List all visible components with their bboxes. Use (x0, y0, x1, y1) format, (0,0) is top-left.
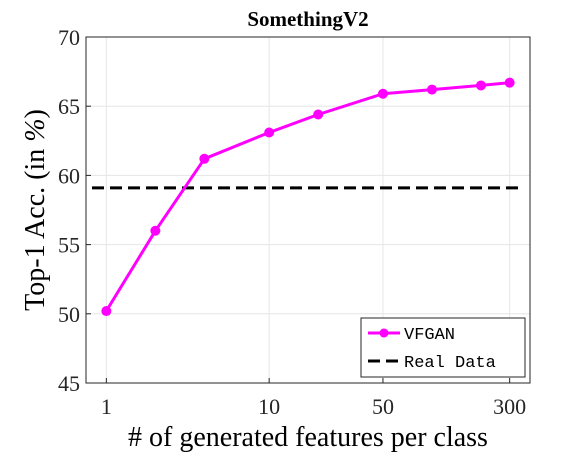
x-tick-label: 50 (372, 394, 394, 419)
legend-box (360, 317, 526, 378)
legend-label-vfgan: VFGAN (404, 326, 455, 345)
data-point-vfgan (377, 88, 388, 99)
legend-label-real-data: Real Data (404, 354, 496, 373)
data-point-vfgan (199, 153, 210, 164)
y-tick-label: 70 (58, 25, 80, 50)
x-tick-label: 1 (101, 394, 112, 419)
data-point-vfgan (475, 80, 486, 91)
series-line-vfgan (105, 81, 510, 312)
y-tick-label: 60 (58, 163, 80, 188)
data-point-vfgan (150, 225, 161, 236)
y-axis-label-unit: % (20, 118, 51, 141)
plot-frame (85, 36, 531, 384)
x-tick-label: 10 (258, 394, 280, 419)
legend: VFGAN Real Data (360, 317, 526, 378)
y-axis-label-suffix: ) (20, 109, 51, 118)
legend-marker-vfgan (379, 328, 389, 338)
y-tick-label: 50 (58, 302, 80, 327)
data-point-vfgan (101, 306, 112, 317)
y-tick-label: 65 (58, 94, 80, 119)
data-point-vfgan (504, 77, 515, 88)
y-axis-label-prefix: Top-1 Acc. (in (20, 142, 51, 311)
chart-title: SomethingV2 (247, 7, 368, 31)
axis-ticks: 1 10 50 300 45 50 55 60 65 70 (58, 25, 526, 419)
data-point-vfgan (264, 127, 275, 138)
y-tick-label: 45 (58, 371, 80, 396)
y-tick-label: 55 (58, 233, 80, 258)
x-axis-label: # of generated features per class (128, 422, 488, 453)
data-point-vfgan (313, 109, 324, 120)
series-layer (92, 77, 524, 317)
x-tick-label: 300 (493, 394, 526, 419)
y-axis-label: Top-1 Acc. (in %) (20, 109, 51, 311)
data-point-vfgan (426, 84, 437, 95)
